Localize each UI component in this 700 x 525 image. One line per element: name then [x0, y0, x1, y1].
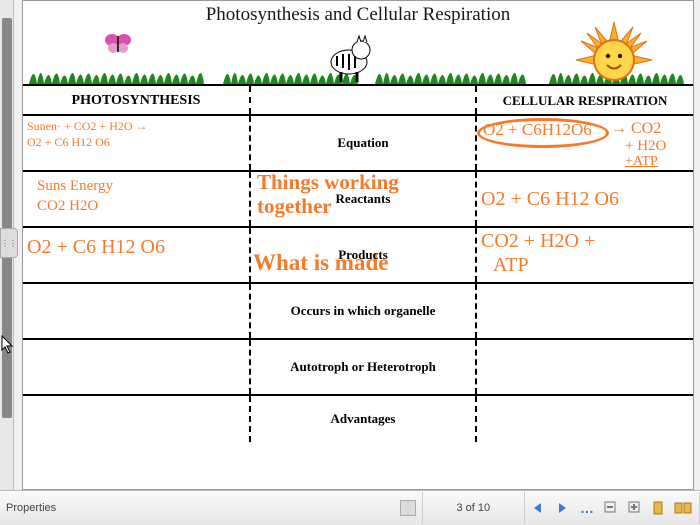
next-page-button[interactable]	[553, 498, 573, 518]
header-middle	[251, 86, 477, 114]
properties-expand-icon[interactable]	[400, 500, 416, 516]
status-bar: Properties 3 of 10 …	[0, 490, 700, 525]
annot-ps-prod: O2 + C6 H12 O6	[27, 236, 165, 259]
row-reactants: Suns Energy CO2 H2O Things working toget…	[23, 172, 693, 228]
view-facing-button[interactable]	[673, 498, 693, 518]
sun-icon	[559, 20, 669, 90]
cell-ps-equation: Sunen· + CO2 + H2O → O2 + C6 H12 O6	[23, 116, 251, 170]
label-products-text: Products	[338, 247, 388, 263]
label-reactants: Things working together Reactants	[251, 172, 477, 226]
cell-ps-advantages	[23, 396, 251, 442]
annot-cr-eq3: +ATP	[625, 154, 658, 170]
annot-cr-eq2: + H2O	[625, 138, 666, 155]
label-organelle: Occurs in which organelle	[251, 284, 477, 338]
annot-ps-eq1: Sunen· + CO2 + H2O →	[27, 120, 148, 134]
properties-panel-toggle[interactable]: Properties	[0, 492, 423, 524]
properties-label: Properties	[6, 502, 56, 514]
annot-cr-eq-main: O2 + C6H12O6	[483, 120, 592, 140]
row-organelle: Occurs in which organelle	[23, 284, 693, 340]
annot-cr-prod2: ATP	[493, 254, 529, 277]
decorative-banner	[23, 26, 693, 86]
cell-cr-organelle	[477, 284, 693, 338]
row-advantages: Advantages	[23, 396, 693, 442]
nav-toolbar: …	[525, 492, 700, 524]
cell-cr-products: CO2 + H2O + ATP	[477, 228, 693, 282]
column-headers: PHOTOSYNTHESIS CELLULAR RESPIRATION	[23, 86, 693, 116]
page-indicator: 3 of 10	[423, 492, 525, 524]
annot-ps-eq2: O2 + C6 H12 O6	[27, 136, 110, 150]
label-products: Products What is made	[251, 228, 477, 282]
label-equation: Equation	[251, 116, 477, 170]
annot-cr-react: O2 + C6 H12 O6	[481, 188, 619, 211]
cell-cr-trophic	[477, 340, 693, 394]
grass-icon	[375, 62, 535, 84]
cell-ps-trophic	[23, 340, 251, 394]
butterfly-icon	[103, 30, 133, 56]
cell-ps-products: O2 + C6 H12 O6	[23, 228, 251, 282]
label-reactants-text: Reactants	[336, 191, 391, 207]
zoom-out-button[interactable]	[601, 498, 621, 518]
worksheet-page: Photosynthesis and Cellular Respiration	[22, 0, 694, 490]
annot-ps-react1: Suns Energy	[37, 178, 113, 195]
view-single-button[interactable]	[649, 498, 669, 518]
scroll-expand-nub[interactable]: ⋮⋮	[0, 228, 18, 258]
header-cellular-respiration: CELLULAR RESPIRATION	[477, 86, 693, 114]
row-trophic: Autotroph or Heterotroph	[23, 340, 693, 396]
annot-ps-react2: CO2 H2O	[37, 198, 98, 215]
zoom-in-button[interactable]	[625, 498, 645, 518]
annot-cr-prod1: CO2 + H2O +	[481, 230, 595, 253]
cell-cr-reactants: O2 + C6 H12 O6	[477, 172, 693, 226]
row-equation: Sunen· + CO2 + H2O → O2 + C6 H12 O6 Equa…	[23, 116, 693, 172]
mouse-cursor-icon	[1, 335, 15, 355]
prev-page-button[interactable]	[529, 498, 549, 518]
header-photosynthesis: PHOTOSYNTHESIS	[23, 86, 251, 114]
scroll-thumb[interactable]	[2, 18, 12, 418]
cell-ps-reactants: Suns Energy CO2 H2O	[23, 172, 251, 226]
cell-ps-organelle	[23, 284, 251, 338]
page-text: 3 of 10	[456, 502, 490, 514]
cell-cr-equation: O2 + C6H12O6 → CO2 + H2O +ATP	[477, 116, 693, 170]
row-products: O2 + C6 H12 O6 Products What is made CO2…	[23, 228, 693, 284]
label-trophic: Autotroph or Heterotroph	[251, 340, 477, 394]
label-advantages: Advantages	[251, 396, 477, 442]
cell-cr-advantages	[477, 396, 693, 442]
more-button[interactable]: …	[577, 498, 597, 518]
annot-cr-eq-arrow: → CO2	[611, 120, 661, 138]
grass-icon	[29, 62, 209, 84]
zebra-icon	[323, 32, 375, 82]
